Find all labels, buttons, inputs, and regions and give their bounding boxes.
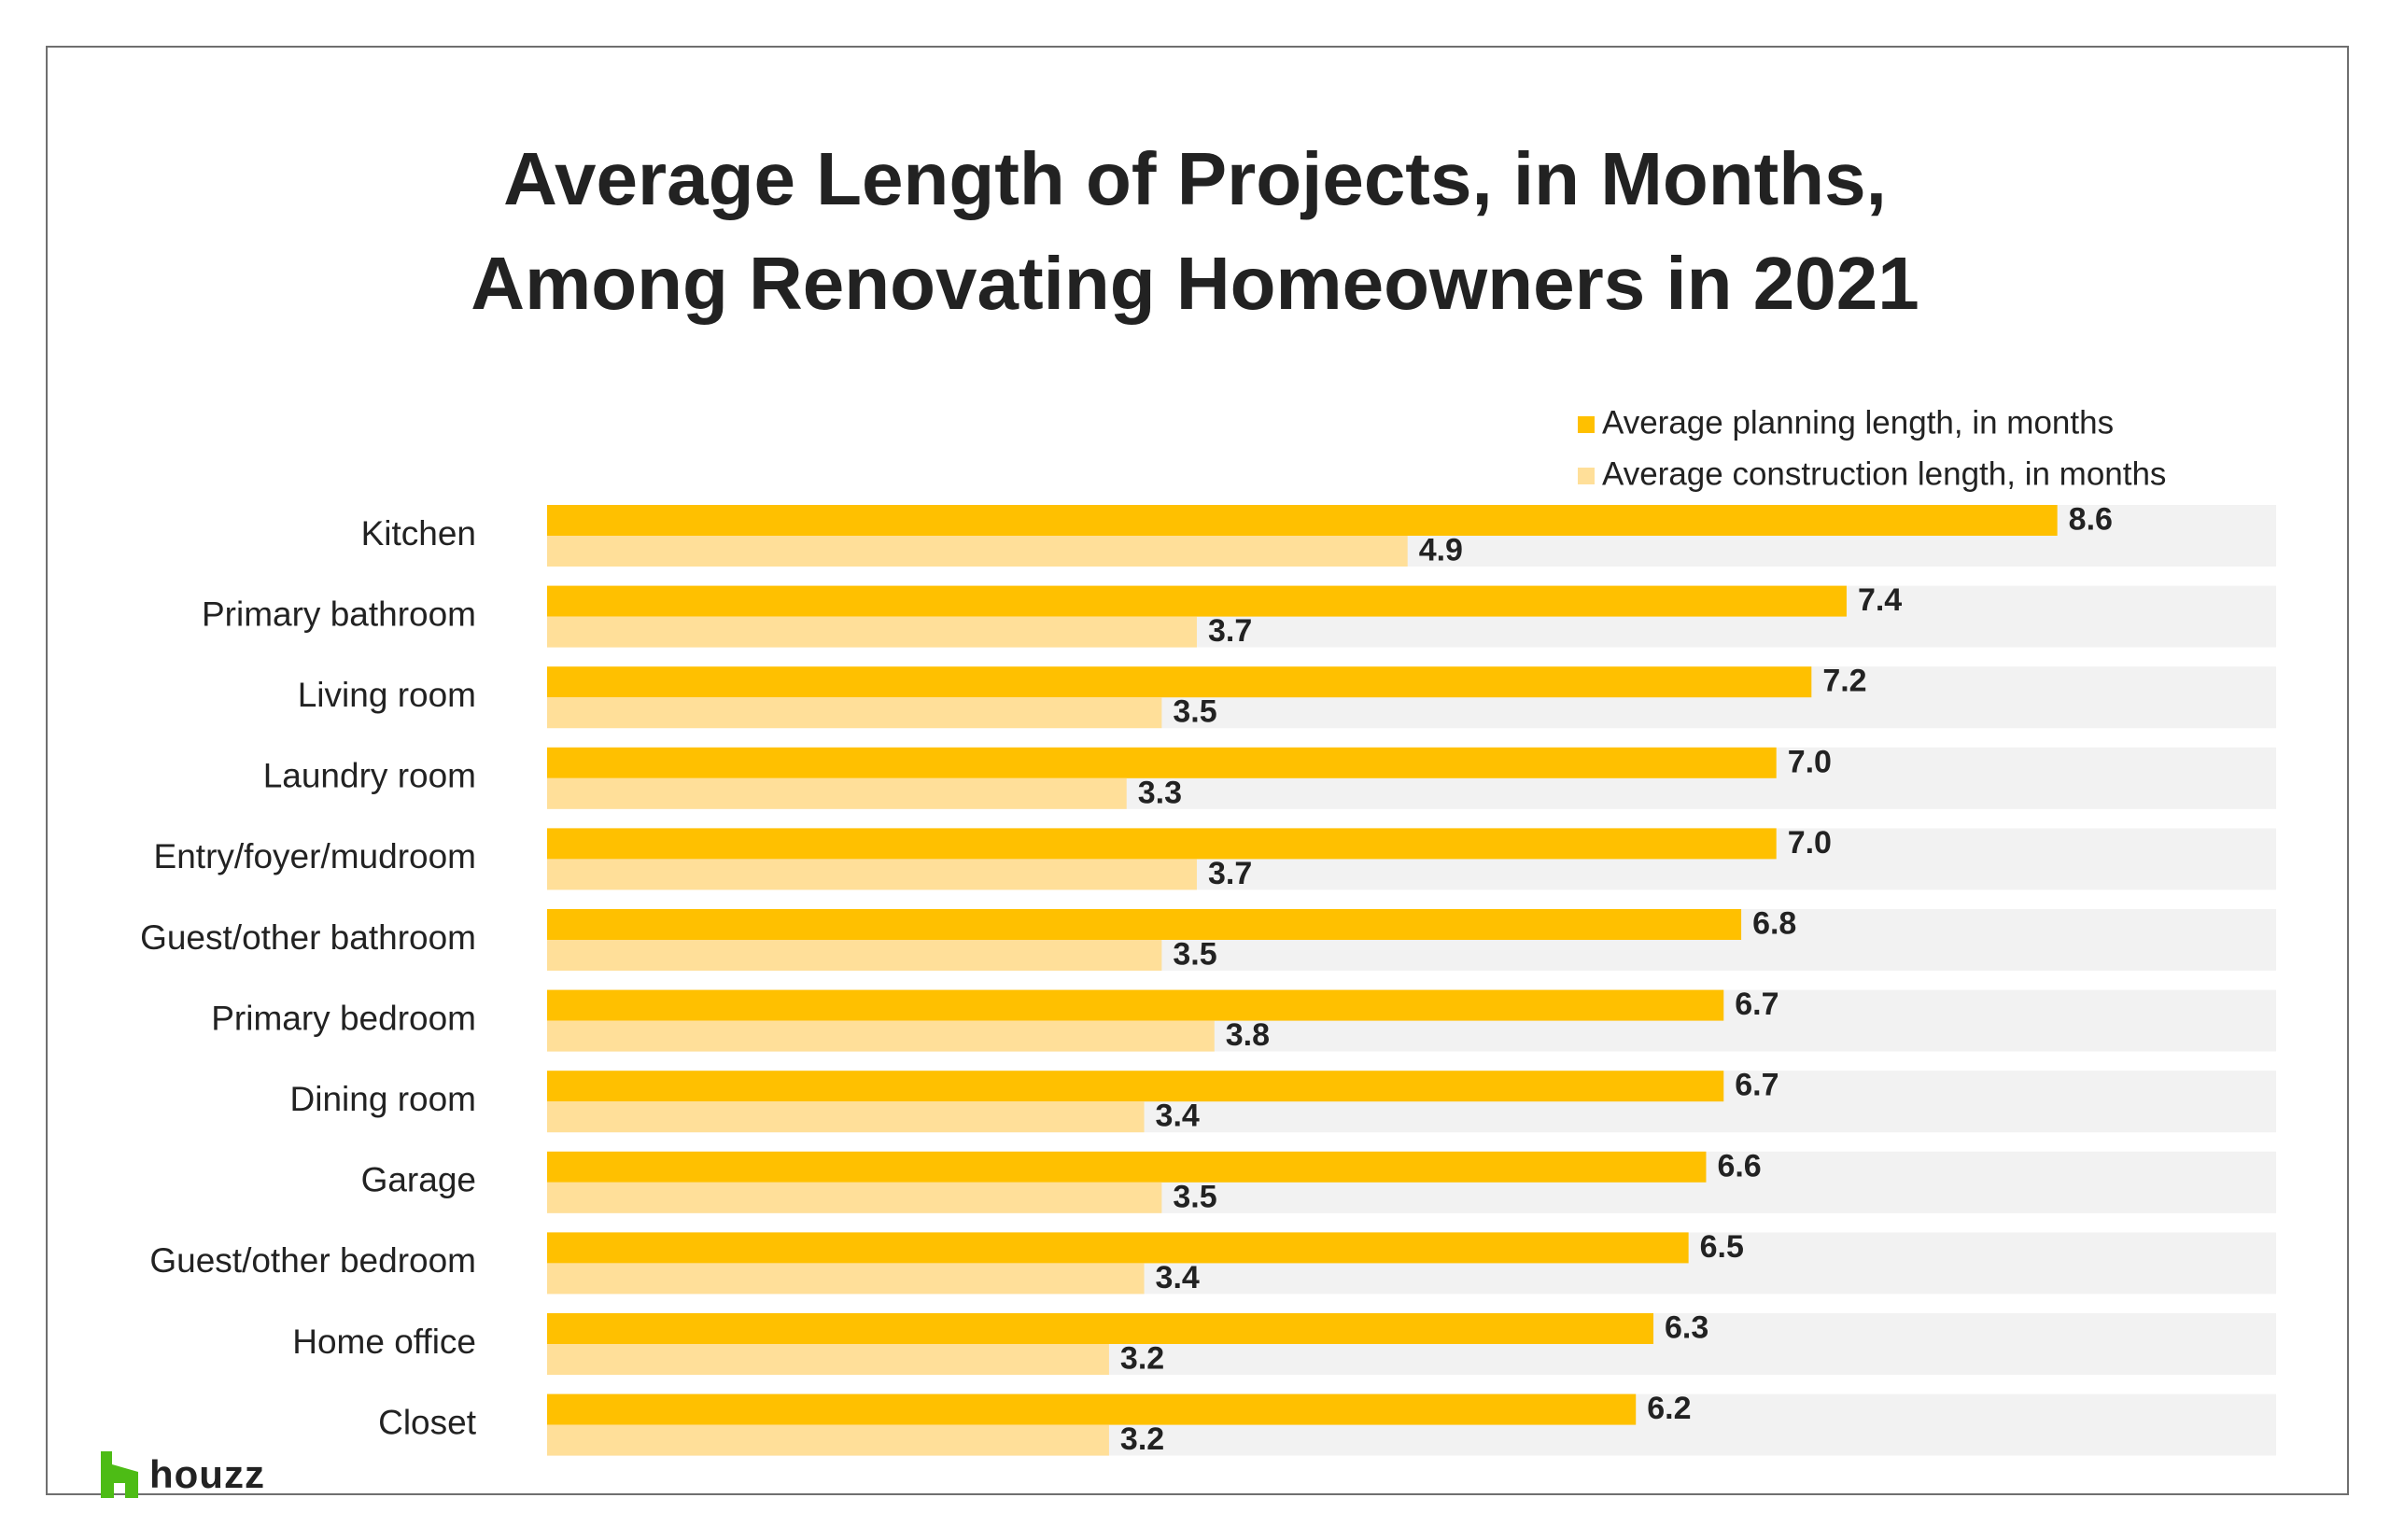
legend-label-construction: Average construction length, in months — [1602, 455, 2166, 492]
construction-bar — [547, 940, 1162, 971]
houzz-logo-text: houzz — [149, 1452, 265, 1496]
planning-value-label: 6.2 — [1647, 1391, 1691, 1426]
planning-bar — [547, 585, 1847, 617]
chart-title-line-1: Average Length of Projects, in Months, — [503, 137, 1887, 220]
construction-bar — [547, 859, 1197, 890]
planning-value-label: 7.0 — [1788, 744, 1832, 779]
legend: Average planning length, in months Averag… — [1578, 404, 2166, 492]
construction-bar — [547, 1020, 1215, 1052]
category-label: Guest/other bedroom — [149, 1241, 476, 1280]
construction-bar — [547, 1101, 1145, 1133]
construction-bar — [547, 1344, 1109, 1375]
category-label: Garage — [361, 1161, 476, 1199]
construction-value-label: 4.9 — [1419, 532, 1463, 567]
planning-value-label: 6.7 — [1735, 1068, 1778, 1103]
category-label: Laundry room — [263, 757, 476, 795]
bar-row: Entry/foyer/mudroom 7.0 3.7 — [154, 825, 2276, 891]
chart-title-line-2: Among Renovating Homeowners in 2021 — [471, 242, 1919, 325]
planning-bar — [547, 505, 2058, 536]
construction-value-label: 3.5 — [1173, 936, 1216, 972]
planning-bar — [547, 828, 1777, 860]
bar-row: Primary bathroom 7.4 3.7 — [202, 582, 2276, 649]
construction-bar — [547, 777, 1127, 809]
planning-bar — [547, 1313, 1654, 1344]
legend-swatch-planning — [1578, 416, 1595, 433]
construction-value-label: 3.2 — [1120, 1340, 1164, 1376]
bar-row: Garage 6.6 3.5 — [361, 1148, 2276, 1214]
planning-value-label: 8.6 — [2069, 501, 2113, 537]
construction-value-label: 3.2 — [1120, 1421, 1164, 1457]
planning-bar — [547, 666, 1812, 698]
planning-bar — [547, 747, 1777, 778]
planning-bar — [547, 989, 1724, 1021]
bar-row: Kitchen 8.6 4.9 — [361, 501, 2276, 567]
bar-row: Home office 6.3 3.2 — [292, 1309, 2276, 1376]
bar-row: Guest/other bedroom 6.5 3.4 — [149, 1229, 2276, 1295]
category-label: Home office — [292, 1323, 476, 1361]
legend-label-planning: Average planning length, in months — [1602, 404, 2114, 441]
construction-value-label: 3.7 — [1208, 613, 1252, 649]
construction-value-label: 3.8 — [1226, 1017, 1270, 1053]
category-label: Kitchen — [361, 514, 476, 553]
construction-value-label: 3.5 — [1173, 694, 1216, 730]
construction-value-label: 3.3 — [1138, 775, 1182, 810]
category-label: Living room — [298, 676, 476, 714]
construction-bar — [547, 1263, 1145, 1295]
construction-value-label: 3.5 — [1173, 1179, 1216, 1214]
construction-bar — [547, 1424, 1109, 1456]
planning-value-label: 6.5 — [1700, 1229, 1744, 1265]
bar-row: Dining room 6.7 3.4 — [290, 1068, 2276, 1134]
planning-bar — [547, 1232, 1689, 1264]
planning-value-label: 7.4 — [1858, 582, 1902, 618]
planning-bar — [547, 1393, 1637, 1425]
chart-title: Average Length of Projects, in Months, A… — [0, 127, 2390, 336]
planning-value-label: 7.2 — [1822, 664, 1866, 699]
category-label: Dining room — [290, 1080, 476, 1118]
category-label: Primary bedroom — [211, 999, 476, 1037]
planning-value-label: 7.0 — [1788, 825, 1832, 861]
planning-value-label: 6.6 — [1717, 1148, 1761, 1183]
construction-value-label: 3.7 — [1208, 856, 1252, 891]
legend-swatch-construction — [1578, 468, 1595, 484]
planning-bar — [547, 1071, 1724, 1102]
bar-row: Laundry room 7.0 3.3 — [263, 744, 2276, 810]
category-label: Guest/other bathroom — [140, 918, 476, 957]
category-label: Entry/foyer/mudroom — [154, 837, 476, 875]
construction-bar — [547, 536, 1408, 567]
bar-row: Guest/other bathroom 6.8 3.5 — [140, 905, 2276, 972]
construction-value-label: 3.4 — [1156, 1260, 1200, 1295]
category-label: Primary bathroom — [202, 595, 476, 633]
category-label: Closet — [378, 1403, 477, 1441]
construction-bar — [547, 1182, 1162, 1213]
construction-value-label: 3.4 — [1156, 1099, 1200, 1134]
planning-bar — [547, 1151, 1707, 1183]
bar-row: Primary bedroom 6.7 3.8 — [211, 987, 2276, 1053]
bar-row: Living room 7.2 3.5 — [298, 664, 2276, 730]
planning-value-label: 6.3 — [1665, 1309, 1708, 1345]
houzz-logo-icon — [101, 1451, 138, 1498]
planning-value-label: 6.7 — [1735, 987, 1778, 1022]
planning-value-label: 6.8 — [1752, 905, 1796, 941]
bar-row: Closet 6.2 3.2 — [378, 1391, 2276, 1457]
planning-bar — [547, 909, 1742, 940]
construction-bar — [547, 697, 1162, 729]
construction-bar — [547, 616, 1197, 648]
